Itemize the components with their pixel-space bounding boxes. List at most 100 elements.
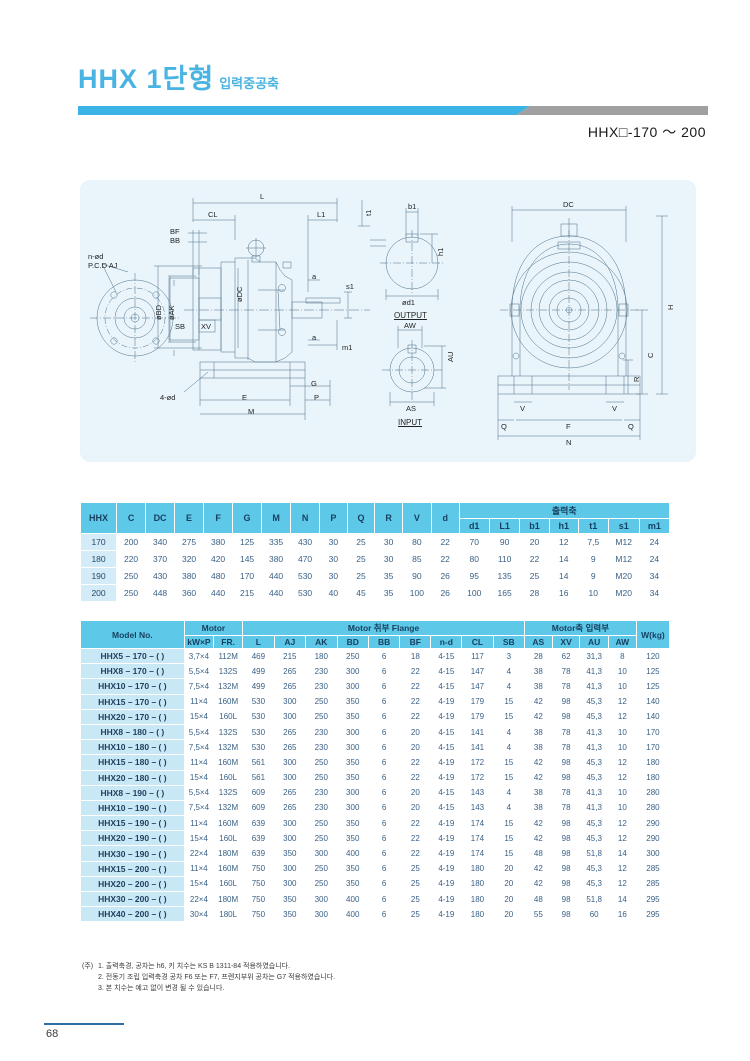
cell-value: 132S: [213, 723, 244, 741]
cell-value: 4: [492, 784, 525, 801]
cell-value: 22: [399, 663, 432, 680]
cell-value: 300: [273, 815, 307, 832]
cell-value: 230: [305, 723, 338, 741]
cell-value: 561: [242, 769, 275, 786]
cell-value: 141: [461, 723, 494, 741]
cell-value: 7,5×4: [183, 799, 215, 817]
cell-value: 42: [523, 830, 553, 847]
cell-value: 5,5×4: [183, 723, 215, 741]
cell-model-no: HHX30 – 200 – ( ): [80, 890, 185, 908]
dim-label-oBD: øBD: [154, 305, 163, 320]
cell-model-no: HHX10 – 180 – ( ): [80, 739, 185, 756]
assembly-drawing-svg: [90, 198, 668, 440]
cell-value: M12: [607, 550, 640, 568]
cell-value: 51,8: [579, 845, 609, 862]
cell-value: 25: [399, 906, 432, 923]
cell-model-no: HHX15 – 190 – ( ): [80, 815, 185, 832]
col-header-au: AU: [579, 635, 609, 649]
cell-value: 12: [607, 860, 637, 877]
cell-weight: 140: [635, 693, 671, 710]
cell-value: 22: [399, 708, 432, 725]
cell-value: 200: [116, 533, 147, 551]
table-row: HHX15 – 180 – ( ) 11×4 160M 561 300 250 350 6 22…: [80, 754, 671, 771]
cell-value: 20: [492, 860, 525, 877]
cell-value: 320: [174, 550, 205, 568]
cell-value: 430: [145, 567, 176, 585]
cell-value: 41,3: [579, 799, 609, 817]
cell-model-no: HHX20 – 170 – ( ): [80, 708, 185, 725]
cell-value: 98: [551, 875, 581, 893]
cell-value: 41,3: [579, 678, 609, 695]
title-main-text: HHX 1단형: [78, 64, 215, 94]
cell-value: 448: [145, 584, 176, 602]
table-row: HHX20 – 190 – ( ) 15×4 160L 639 300 250 350 6 22…: [80, 830, 671, 847]
table-row: HHX40 – 200 – ( ) 30×4 180L 750 350 300 400 6 25…: [80, 906, 671, 923]
cell-value: 9: [577, 567, 609, 585]
cell-value: 300: [273, 754, 307, 771]
cell-value: 25: [346, 567, 376, 585]
table-row: HHX10 – 170 – ( ) 7,5×4 132M 499 265 230 300 6 2…: [80, 678, 671, 695]
col-header-d: d: [430, 502, 460, 534]
cell-value: 80: [458, 550, 490, 568]
cell-value: 11×4: [183, 693, 215, 710]
cell-value: 300: [273, 875, 307, 893]
cell-value: 25: [399, 860, 432, 877]
col-group-header-motor: Motor: [183, 620, 244, 636]
cell-weight: 280: [635, 799, 671, 817]
cell-value: 4: [492, 678, 525, 695]
cell-value: 230: [305, 739, 338, 756]
cell-value: 22×4: [183, 890, 215, 908]
divider-blue-segment: [78, 106, 530, 115]
cell-value: 6: [367, 723, 401, 741]
cell-model-no: HHX20 – 200 – ( ): [80, 875, 185, 893]
dim-label-P: P: [314, 393, 320, 402]
cell-weight: 300: [635, 845, 671, 862]
cell-model-no: HHX20 – 180 – ( ): [80, 769, 185, 786]
cell-value: 220: [116, 550, 147, 568]
dim-label-a-bottom: a: [312, 333, 317, 342]
col-header-c: C: [116, 502, 147, 534]
cell-weight: 295: [635, 906, 671, 923]
cell-value: 45,3: [579, 754, 609, 771]
cell-value: 7,5: [577, 533, 609, 551]
cell-hhx: 190: [79, 567, 118, 585]
table1-header-row-sub: d1 L1 b1 h1 t1 s1 m1: [81, 518, 671, 534]
cell-value: 143: [461, 799, 494, 817]
cell-value: 45,3: [579, 830, 609, 847]
dim-label-F: F: [566, 422, 571, 431]
cell-value: 25: [346, 533, 376, 551]
cell-value: M20: [607, 567, 640, 585]
cell-value: 174: [461, 815, 494, 832]
cell-value: 10: [607, 739, 637, 756]
footer-divider: [44, 1023, 124, 1025]
col-header-ak: AK: [305, 635, 338, 649]
table-row: 170 200 340 275 380 125 335 430 30 25 30 80 22 70 90 20…: [79, 533, 671, 551]
cell-value: 42: [523, 708, 553, 725]
col-group-header-motor-flange: Motor 취부 Flange: [242, 620, 525, 636]
cell-model-no: HHX15 – 170 – ( ): [80, 693, 185, 710]
cell-weight: 170: [635, 723, 671, 741]
cell-value: 45,3: [579, 860, 609, 877]
col-group-header-output-shaft: 출력축: [458, 502, 670, 519]
cell-value: 160M: [213, 815, 244, 832]
cell-value: 265: [273, 678, 307, 695]
cell-value: 180: [305, 647, 338, 665]
cell-value: 639: [242, 845, 275, 862]
cell-value: 145: [232, 550, 263, 568]
dim-label-R: R: [632, 376, 641, 382]
cell-value: 4-15: [430, 723, 463, 741]
cell-value: 48: [523, 845, 553, 862]
cell-hhx: 180: [79, 550, 118, 568]
cell-value: 4-15: [430, 784, 463, 801]
cell-value: 250: [305, 693, 338, 710]
cell-value: 4-19: [430, 815, 463, 832]
cell-value: 250: [305, 769, 338, 786]
col-header-l: L: [242, 635, 275, 649]
dim-label-AU: AU: [446, 351, 455, 362]
dim-label-XV: XV: [201, 322, 212, 331]
table-row: HHX10 – 180 – ( ) 7,5×4 132M 530 265 230 300 6 2…: [80, 739, 671, 756]
cell-value: 22: [430, 550, 460, 568]
cell-value: 10: [607, 663, 637, 680]
cell-value: 10: [607, 784, 637, 801]
cell-model-no: HHX8 – 170 – ( ): [80, 663, 185, 680]
